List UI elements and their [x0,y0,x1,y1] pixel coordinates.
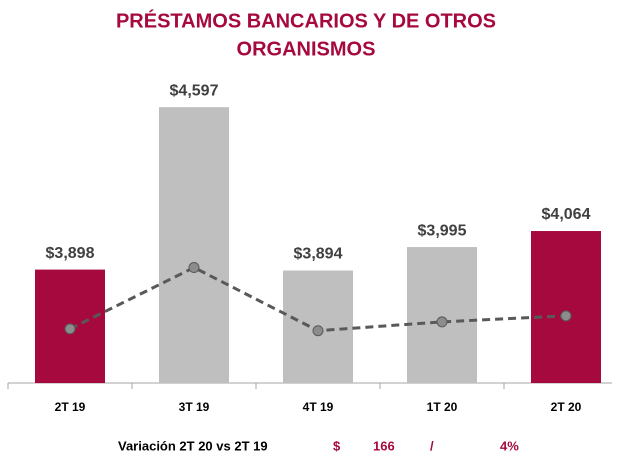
trend-point [312,325,324,337]
x-tick-label: 4T 19 [303,400,334,414]
value-label: $3,995 [418,222,467,239]
value-label: $3,894 [294,246,343,263]
x-tick-label: 2T 19 [55,400,86,414]
chart-title: ORGANISMOS [237,38,376,60]
footer-percent: 4% [500,438,519,453]
value-label: $4,597 [170,82,219,99]
value-label: $3,898 [46,245,95,262]
chart-title: PRÉSTAMOS BANCARIOS Y DE OTROS [116,9,496,32]
footer-label: Variación 2T 20 vs 2T 19 [118,438,268,453]
footer-separator: / [430,438,434,453]
trend-point [560,310,572,322]
value-label: $4,064 [542,206,591,223]
bar [159,107,229,384]
bar [407,247,477,383]
bar [531,231,601,383]
x-tick-label: 3T 19 [179,400,210,414]
x-tick-label: 1T 20 [427,400,458,414]
x-tick-label: 2T 20 [551,400,582,414]
footer-currency: $ [333,438,341,453]
trend-point [188,262,200,274]
footer-amount: 166 [373,438,395,453]
trend-point [64,323,76,335]
trend-point [436,316,448,328]
